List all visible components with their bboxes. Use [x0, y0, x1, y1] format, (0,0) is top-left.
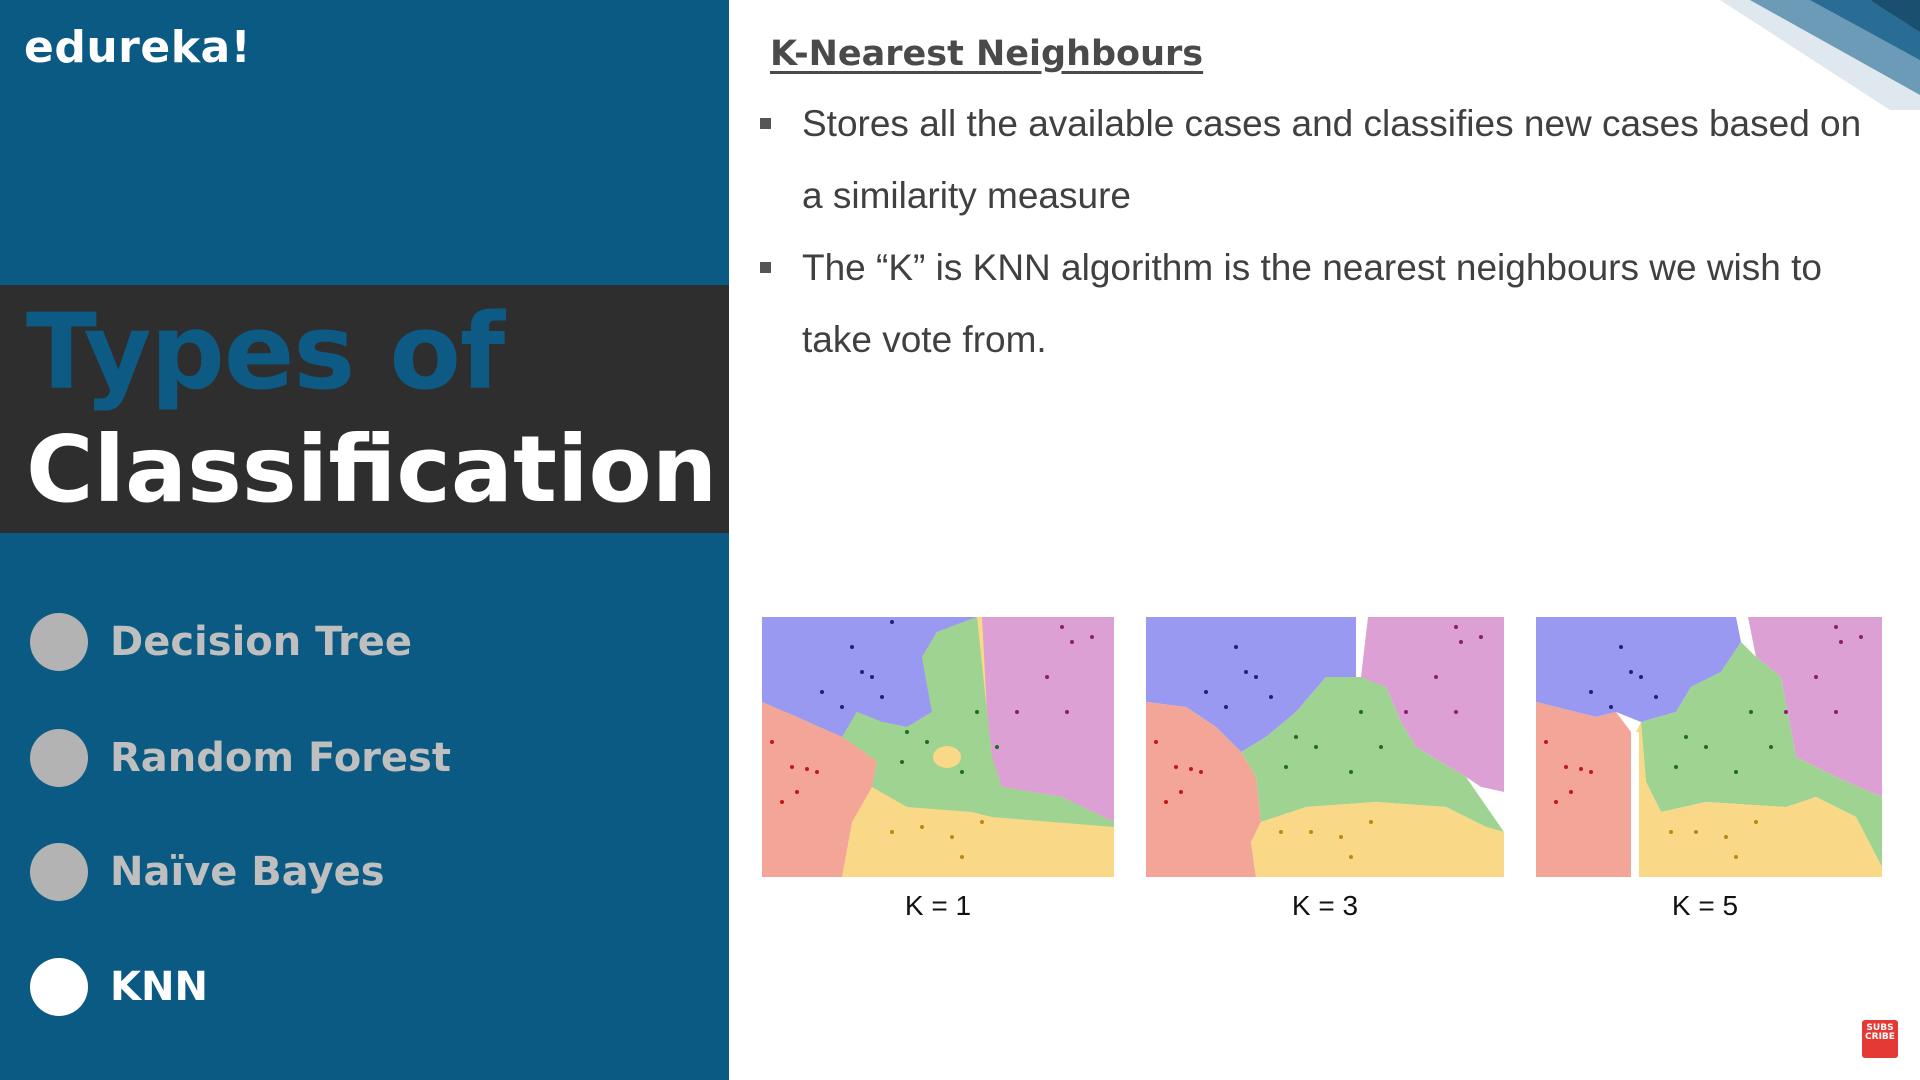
title-band — [0, 285, 729, 533]
topic-bullet-icon — [30, 729, 88, 787]
topic-knn[interactable]: KNN — [30, 957, 710, 1017]
plot-caption-k1: K = 1 — [904, 890, 972, 921]
topic-decision-tree[interactable]: Decision Tree — [30, 612, 710, 672]
slide-heading: K-Nearest Neighbours — [770, 34, 1204, 74]
subscribe-label-line1: SUBS — [1866, 1023, 1894, 1033]
topic-bullet-icon — [30, 843, 88, 901]
knn-plot-k5 — [1536, 617, 1882, 877]
topic-label: Random Forest — [110, 735, 451, 781]
bullet-list: Stores all the available cases and class… — [760, 88, 1870, 376]
plot-caption-k3: K = 3 — [1291, 890, 1359, 921]
square-bullet-icon — [760, 262, 771, 273]
topic-label: Decision Tree — [110, 619, 413, 665]
square-bullet-icon — [760, 118, 771, 129]
topic-bullet-icon — [30, 958, 88, 1016]
bullet-item: The “K” is KNN algorithm is the nearest … — [760, 232, 1870, 376]
knn-plot-k3 — [1146, 617, 1504, 877]
topic-naive-bayes[interactable]: Naïve Bayes — [30, 842, 710, 902]
section-title-line1: Types of — [26, 291, 505, 413]
plot-caption-k5: K = 5 — [1671, 890, 1739, 921]
left-panel: edureka! Types of Classification Decisio… — [0, 0, 729, 1080]
topic-bullet-icon — [30, 613, 88, 671]
topic-label: KNN — [110, 964, 208, 1010]
bullet-item: Stores all the available cases and class… — [760, 88, 1870, 232]
corner-stripes-decoration — [1720, 0, 1920, 110]
bullet-text: Stores all the available cases and class… — [802, 103, 1862, 216]
decision-boundary-image-k1 — [762, 617, 1114, 877]
topic-label: Naïve Bayes — [110, 849, 385, 895]
bullet-text: The “K” is KNN algorithm is the nearest … — [802, 247, 1822, 360]
subscribe-button[interactable]: SUBS CRIBE — [1862, 1020, 1898, 1058]
section-title-line2: Classification — [26, 416, 718, 523]
knn-plot-k1 — [762, 617, 1114, 877]
knn-figures: K = 1 K = 3 — [762, 617, 1882, 927]
subscribe-label-line2: CRIBE — [1865, 1032, 1895, 1042]
decision-boundary-image-k3 — [1146, 617, 1504, 877]
decision-boundary-image-k5 — [1536, 617, 1882, 877]
edureka-logo: edureka! — [24, 22, 252, 73]
topic-random-forest[interactable]: Random Forest — [30, 728, 710, 788]
